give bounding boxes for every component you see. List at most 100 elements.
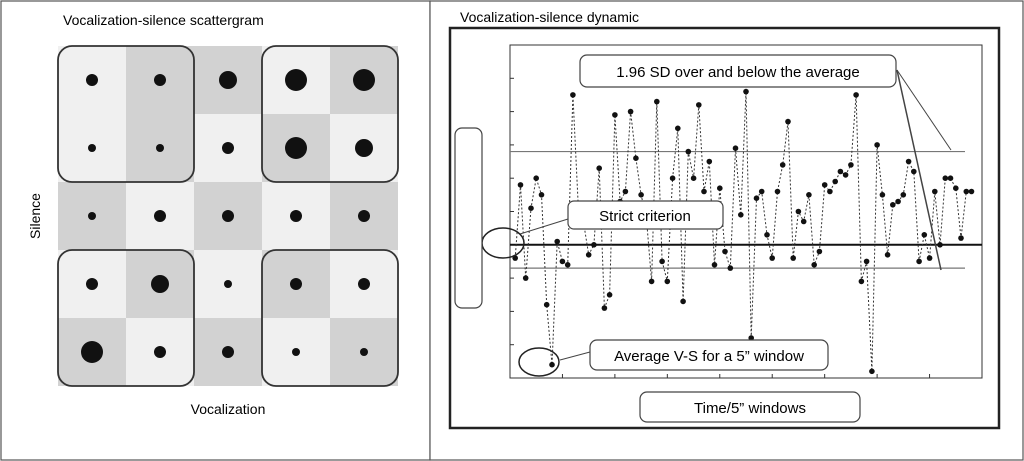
series-point (633, 155, 639, 161)
series-point (806, 192, 812, 198)
x-label-box (639, 391, 861, 423)
scattergram-groups (57, 45, 399, 387)
series-point (848, 162, 854, 168)
group-box-c (261, 45, 399, 183)
series-point (743, 88, 749, 95)
scattergram-dot (219, 71, 237, 89)
series-point (827, 188, 833, 195)
series-point (591, 242, 597, 248)
series-point (795, 208, 802, 215)
avg-pointer (559, 351, 591, 361)
scattergram-dot (285, 137, 307, 159)
series-point (738, 212, 744, 218)
strict-pointer (519, 218, 569, 235)
series-point (921, 232, 928, 238)
group-box-d (261, 249, 399, 387)
series-point (538, 192, 545, 198)
series-point (937, 242, 943, 248)
series-point (717, 185, 723, 191)
series-point (701, 188, 707, 195)
series-line (514, 91, 972, 372)
series-point (659, 258, 665, 265)
series-point (858, 278, 865, 285)
dynamic-title: Vocalization-silence dynamic (460, 9, 639, 25)
series-point (680, 298, 686, 305)
series-point (722, 248, 728, 255)
scattergram-x-label: Vocalization (191, 401, 266, 417)
series-point (627, 108, 634, 115)
series-point (853, 92, 859, 98)
vs-side-box (454, 127, 483, 309)
series-point (648, 278, 655, 285)
group-box-b (57, 45, 195, 183)
group-box-a (57, 249, 195, 387)
series-point (711, 262, 718, 268)
series-point (890, 202, 896, 208)
series-point (863, 258, 870, 265)
series-point (816, 248, 823, 255)
scattergram-dot (285, 69, 307, 91)
series-point (596, 165, 602, 171)
scattergram-dot (81, 341, 103, 363)
scattergram-title: Vocalization-silence scattergram (63, 12, 264, 28)
scattergram-dot (353, 69, 375, 91)
series-point (837, 168, 844, 175)
series-point (879, 192, 886, 198)
sd-pointer-upper (896, 69, 952, 151)
series-point (570, 92, 576, 98)
series-point (564, 262, 571, 268)
series-point (895, 198, 901, 205)
series-point (601, 305, 608, 311)
series-point (606, 292, 613, 298)
series-point (905, 158, 912, 165)
reference-lines (510, 150, 982, 269)
scattergram-dot (86, 278, 98, 290)
series-point (669, 175, 676, 181)
series-point (675, 125, 681, 132)
series-point (811, 262, 817, 268)
scattergram-dot (224, 280, 232, 288)
series-point (916, 258, 922, 265)
scattergram-dots (81, 69, 375, 363)
series-point (821, 182, 828, 188)
scattergram-dot (290, 210, 302, 222)
average-point-ellipse (518, 347, 560, 377)
series-point (900, 192, 907, 198)
series-point (968, 188, 975, 195)
series-point (942, 175, 949, 181)
scattergram-dot (222, 346, 234, 358)
avg-callout-box (589, 339, 829, 371)
series-point (528, 205, 534, 211)
scattergram-dot (154, 346, 166, 358)
series-point (727, 265, 734, 271)
scattergram-dot (290, 278, 302, 290)
series-point (638, 192, 644, 198)
series-point (533, 175, 539, 181)
series-point (874, 142, 880, 148)
series-point (685, 148, 692, 155)
strict-callout-box (567, 200, 724, 230)
scattergram-dot (88, 144, 96, 152)
series-points (512, 88, 975, 375)
series-point (963, 188, 970, 195)
series-point (953, 185, 959, 191)
scattergram-dot (358, 278, 370, 290)
series-point (758, 188, 765, 195)
sd-pointer-lower (896, 69, 942, 271)
series-point (654, 98, 660, 105)
dynamic-inner-frame (448, 26, 1001, 430)
scattergram-dot (88, 212, 96, 220)
series-point (800, 218, 807, 225)
scattergram-dot (360, 348, 368, 356)
series-point (732, 145, 739, 151)
series-point (690, 175, 697, 181)
dynamic-x-ticks (509, 374, 983, 378)
series-point (774, 188, 781, 195)
scattergram-dot (222, 210, 234, 222)
series-point (549, 361, 555, 368)
scattergram-dot (154, 74, 166, 86)
series-point (790, 255, 796, 261)
scattergram-grid (58, 46, 398, 386)
series-point (932, 188, 938, 195)
series-point (753, 195, 760, 201)
